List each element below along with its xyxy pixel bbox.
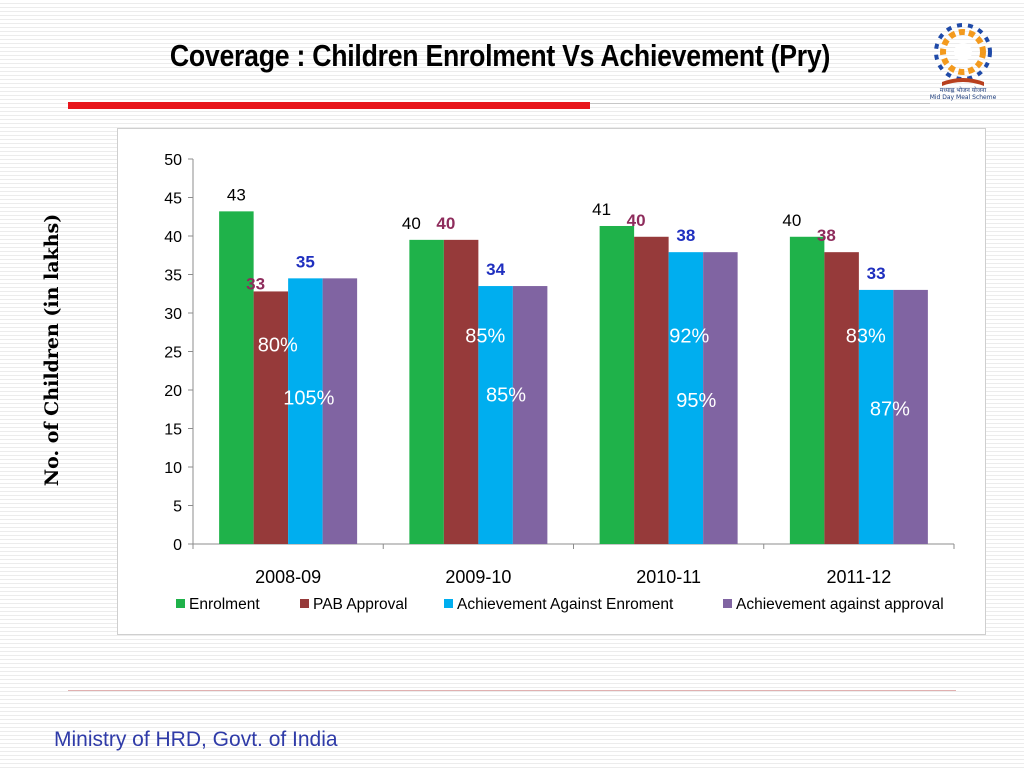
data-label: 43 xyxy=(227,185,246,204)
title-rule-red xyxy=(68,102,590,109)
bar-chart: 0 5 10 15 20 25 30 35 40 45 50 2008-09 43 33 35 80% 105%… xyxy=(164,152,955,613)
data-label: 35 xyxy=(296,252,315,271)
annotation-achievement-percent: 87% xyxy=(870,398,910,420)
y-tick-label: 5 xyxy=(173,499,182,516)
annotation-achievement-percent: 95% xyxy=(676,390,716,412)
data-label: 33 xyxy=(246,274,265,293)
logo-caption-hindi: मध्याह्न भोजन योजना xyxy=(939,87,987,94)
bottom-rule xyxy=(68,690,956,691)
data-label: 34 xyxy=(486,260,505,279)
bar-1-2011-12 xyxy=(789,236,825,544)
logo-figures-ring xyxy=(934,23,992,81)
y-tick-label: 20 xyxy=(164,383,182,400)
bar-1-2010-11 xyxy=(599,225,635,544)
annotation-achievement-percent: 105% xyxy=(283,388,334,410)
y-tick-label: 15 xyxy=(164,422,182,439)
data-label: 40 xyxy=(627,211,646,230)
y-tick-label: 0 xyxy=(173,537,182,554)
y-tick-label: 40 xyxy=(164,229,182,246)
x-category-label: 2011-12 xyxy=(827,567,892,587)
legend-swatch xyxy=(176,599,185,608)
annotation-pab-percent: 83% xyxy=(846,325,886,347)
legend-label: PAB Approval xyxy=(313,596,408,613)
y-tick-label: 25 xyxy=(164,345,182,362)
title-rule-gray xyxy=(590,103,930,104)
bar-4-2008-09 xyxy=(322,278,358,544)
bar-4-2011-12 xyxy=(893,289,928,544)
y-tick-label: 10 xyxy=(164,460,182,477)
bar-3-2008-09 xyxy=(288,278,323,544)
legend-label: Achievement against approval xyxy=(736,596,944,613)
x-category-label: 2010-11 xyxy=(636,567,701,587)
y-tick-label: 45 xyxy=(164,191,182,208)
legend-swatch xyxy=(300,599,309,608)
y-tick-label: 30 xyxy=(164,306,182,323)
y-axis-label: No. of Children (in lakhs) xyxy=(41,213,63,487)
data-label: 38 xyxy=(676,226,695,245)
mdm-logo xyxy=(934,23,992,86)
data-label: 40 xyxy=(436,214,455,233)
x-category-label: 2009-10 xyxy=(445,567,511,587)
data-label: 33 xyxy=(867,264,886,283)
bar-3-2011-12 xyxy=(858,289,894,544)
legend-label: Enrolment xyxy=(189,596,260,613)
y-tick-label: 35 xyxy=(164,268,182,285)
data-label: 40 xyxy=(402,214,421,233)
annotation-pab-percent: 85% xyxy=(465,325,505,347)
data-label: 41 xyxy=(592,200,611,219)
bar-2-2009-10 xyxy=(443,239,479,544)
bar-1-2009-10 xyxy=(409,239,444,544)
legend-swatch xyxy=(723,599,732,608)
bar-4-2010-11 xyxy=(703,252,738,545)
chart-frame: 0 5 10 15 20 25 30 35 40 45 50 2008-09 43 33 35 80% 105%… xyxy=(117,128,986,635)
data-label: 40 xyxy=(782,211,801,230)
bar-3-2009-10 xyxy=(478,286,513,544)
annotation-pab-percent: 80% xyxy=(258,335,298,357)
logo-book xyxy=(942,78,984,86)
annotation-achievement-percent: 85% xyxy=(486,385,526,407)
bar-2-2011-12 xyxy=(824,252,859,545)
footer-text: Ministry of HRD, Govt. of India xyxy=(54,728,338,751)
bar-4-2009-10 xyxy=(512,286,548,544)
x-category-label: 2008-09 xyxy=(255,567,321,587)
y-tick-label: 50 xyxy=(164,152,182,169)
bar-2-2010-11 xyxy=(634,236,669,544)
bar-3-2010-11 xyxy=(668,252,704,545)
data-label: 38 xyxy=(817,226,836,245)
annotation-pab-percent: 92% xyxy=(669,325,709,347)
legend-swatch xyxy=(444,599,453,608)
bar-1-2008-09 xyxy=(219,211,254,545)
legend-label: Achievement Against Enroment xyxy=(457,596,674,613)
logo-caption-english: Mid Day Meal Scheme xyxy=(929,94,997,101)
bar-2-2008-09 xyxy=(253,291,289,544)
slide-title: Coverage : Children Enrolment Vs Achieve… xyxy=(169,38,831,73)
